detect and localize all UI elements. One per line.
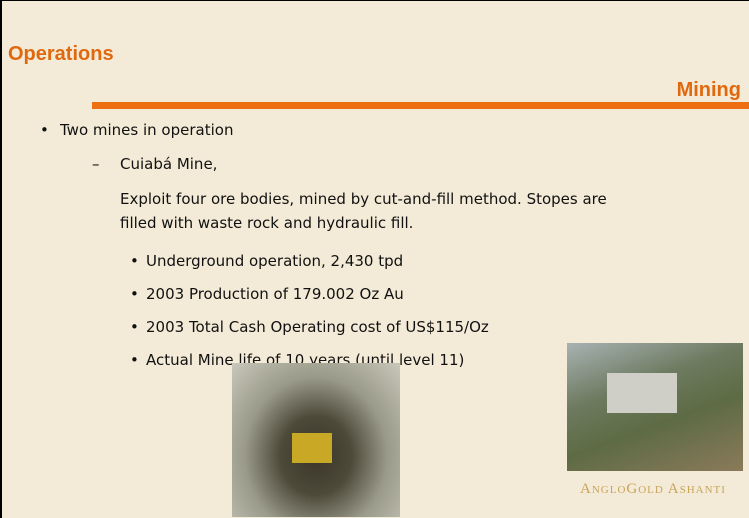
mine-photo bbox=[232, 363, 400, 517]
aerial-photo bbox=[567, 343, 743, 471]
dash: – bbox=[92, 152, 100, 176]
slide-subtitle: Mining bbox=[677, 79, 741, 102]
logo: AngloGold Ashanti bbox=[580, 481, 726, 498]
slide: Operations Mining Two mines in operation… bbox=[0, 0, 749, 518]
machine bbox=[292, 433, 332, 463]
fact-list: Underground operation, 2,430 tpd 2003 Pr… bbox=[146, 249, 489, 381]
bullet: Two mines in operation bbox=[60, 118, 233, 142]
mine-name: Cuiabá Mine, bbox=[120, 152, 217, 176]
page: Operations Mining Two mines in operation… bbox=[0, 0, 749, 518]
fact: Underground operation, 2,430 tpd bbox=[146, 249, 489, 282]
plant bbox=[607, 373, 677, 413]
slide-title: Operations bbox=[8, 43, 114, 66]
title-bar bbox=[92, 102, 749, 109]
mine-description: Exploit four ore bodies, mined by cut-an… bbox=[120, 187, 640, 235]
fact: 2003 Total Cash Operating cost of US$115… bbox=[146, 315, 489, 348]
fact: 2003 Production of 179.002 Oz Au bbox=[146, 282, 489, 315]
